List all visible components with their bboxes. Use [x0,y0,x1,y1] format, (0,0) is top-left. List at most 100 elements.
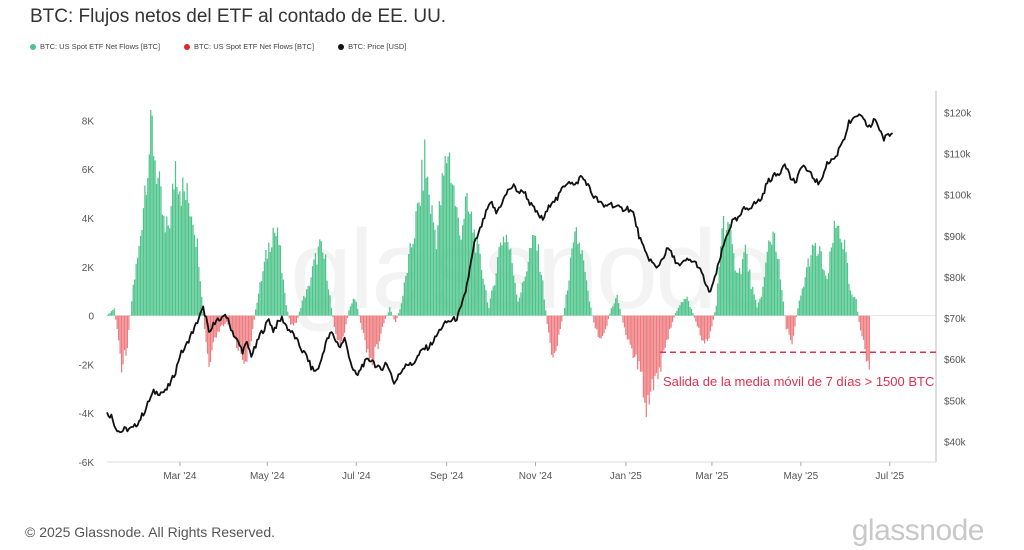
outflow-bar [864,315,866,350]
inflow-bar [482,278,484,316]
outflow-bar [593,315,595,323]
outflow-bar [214,315,216,338]
outflow-bar [556,315,559,346]
inflow-bar [574,231,576,316]
y-left-tick-label: -6K [78,458,94,469]
inflow-bar [683,298,685,316]
inflow-bar [276,227,279,316]
legend-item-inflows[interactable]: BTC: US Spot ETF Net Flows [BTC] [30,42,160,51]
inflow-bar [478,243,480,316]
inflow-bar [492,286,494,316]
inflow-bar [571,248,573,316]
outflow-bar [603,315,605,334]
outflow-bar [708,315,710,339]
inflow-bar [106,315,108,317]
outflow-bar [711,315,713,327]
inflow-bar [311,266,314,316]
inflow-bar [169,228,171,316]
outflow-bar [211,315,213,351]
inflow-bar [801,288,803,316]
inflow-bar [195,246,197,316]
inflow-bar [807,258,809,316]
legend: BTC: US Spot ETF Net Flows [BTC] BTC: US… [30,42,406,51]
inflow-bar [581,249,583,316]
outflow-bar [360,315,362,323]
inflow-bar [457,217,459,316]
inflow-bar [298,311,301,316]
inflow-bar [759,298,761,316]
outflow-bar [594,315,596,329]
inflow-bar [460,239,462,316]
inflow-bar [736,272,738,316]
inflow-bar [530,248,532,316]
outflow-bar [119,315,121,354]
inflow-bar [164,232,166,316]
inflow-bar [766,251,768,316]
inflow-bar [782,301,784,316]
inflow-bar [763,277,765,316]
inflow-bar [151,115,153,316]
inflow-bar [271,247,273,316]
inflow-bar [540,274,542,316]
inflow-bar [176,186,178,316]
inflow-bar [443,175,445,316]
outflow-bar [246,315,248,362]
inflow-bar [446,163,448,316]
outflow-bar [642,315,645,398]
outflow-bar [126,315,129,349]
inflow-bar [725,230,728,316]
outflow-bar [378,315,381,342]
x-tick-label: Jul '24 [342,471,371,482]
legend-item-price[interactable]: BTC: Price [USD] [338,42,406,51]
outflow-bar [663,315,665,351]
inflow-bar [257,293,260,316]
inflow-bar [531,235,534,316]
inflow-bar [769,241,771,316]
inflow-bar [810,255,812,316]
outflow-bar [652,315,655,391]
outflow-bar [339,315,341,345]
legend-item-outflows[interactable]: BTC: US Spot ETF Net Flows [BTC] [184,42,314,51]
inflow-bar [846,262,849,316]
outflow-bar [341,315,343,342]
outflow-bar [243,315,245,364]
outflow-bar [122,315,124,365]
inflow-bar [491,290,493,316]
legend-swatch-inflows [30,43,36,50]
outflow-bar [125,315,127,356]
inflow-bar [529,248,531,316]
inflow-bar [157,177,159,316]
legend-swatch-outflows [184,43,191,50]
inflow-bar [272,227,274,316]
inflow-bar [464,196,467,316]
flow-bars [106,110,870,417]
inflow-bar [578,242,580,316]
outflow-bar [626,315,628,340]
inflow-bar [811,244,814,316]
inflow-bar [155,183,158,316]
inflow-bar [259,282,261,316]
inflow-bar [539,271,541,316]
outflow-bar [785,315,787,330]
x-tick-label: Sep '24 [430,471,464,482]
y-right-tick-label: $110k [944,150,972,161]
outflow-bar [206,315,209,354]
inflow-bar [418,202,420,316]
outflow-bar [244,315,247,362]
inflow-bar [680,302,682,316]
outflow-bar [291,315,293,324]
chart-title: BTC: Flujos netos del ETF al contado de … [30,6,447,27]
inflow-bar [838,225,840,316]
inflow-bar [720,246,722,316]
outflow-bar [673,315,675,318]
inflow-bar [190,216,193,316]
inflow-bar [313,259,315,316]
outflow-bar [706,315,709,341]
outflow-bar [636,315,639,370]
outflow-bar [217,315,219,332]
inflow-bar [432,222,435,316]
inflow-bar [451,184,454,316]
inflow-bar [507,241,509,316]
inflow-bar [472,232,474,316]
inflow-bar [687,301,690,316]
